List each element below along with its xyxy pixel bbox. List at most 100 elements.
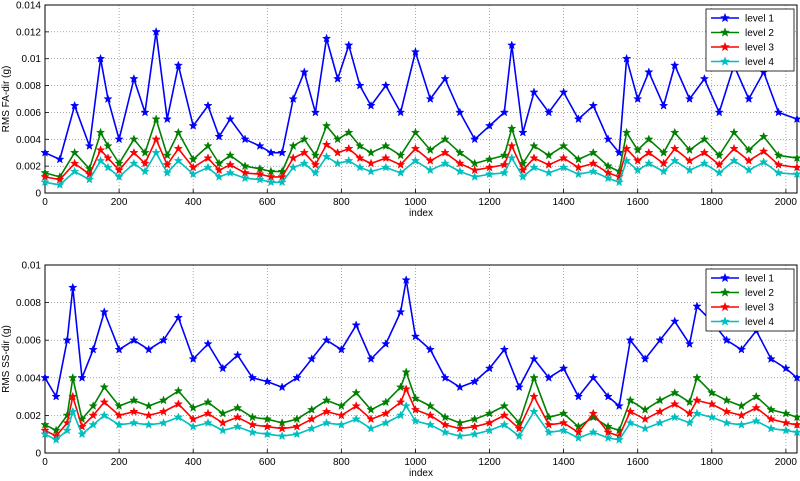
- top-point-level-1: [714, 107, 724, 117]
- top-point-level-3: [332, 147, 343, 157]
- bottom-point-level-3: [721, 406, 732, 416]
- bottom-point-level-4: [514, 431, 524, 441]
- bottom-point-level-2: [129, 395, 139, 405]
- bottom-point-level-2: [88, 401, 98, 410]
- bottom-point-level-3: [99, 397, 109, 407]
- bottom-point-level-3: [321, 406, 332, 416]
- bottom-point-level-1: [68, 282, 78, 292]
- bottom-point-level-1: [470, 376, 480, 386]
- bottom-x-tick-label: 800: [333, 457, 350, 468]
- top-point-level-3: [773, 159, 784, 169]
- top-point-level-2: [332, 134, 343, 144]
- bottom-point-level-4: [336, 419, 347, 429]
- bottom-legend-label-level-4: level 4: [745, 317, 774, 328]
- top-legend-marker-level-1: [720, 12, 730, 23]
- top-legend-marker-level-4: [720, 56, 730, 66]
- top-point-level-2: [129, 134, 139, 144]
- bottom-series-level-4: [40, 401, 800, 444]
- top-point-level-1: [69, 100, 80, 110]
- top-point-level-3: [792, 162, 800, 172]
- top-legend-box: [705, 8, 795, 72]
- top-series: [40, 26, 800, 189]
- top-point-level-3: [188, 162, 198, 172]
- bottom-legend-entry-level-3: level 3: [711, 301, 774, 314]
- bottom-y-axis-label: RMS SS-dir (g): [1, 325, 12, 393]
- top-point-level-4: [140, 166, 150, 176]
- top-point-level-1: [40, 147, 50, 157]
- top-point-level-4: [129, 158, 139, 168]
- top-point-level-4: [266, 177, 276, 187]
- bottom-point-level-1: [792, 372, 800, 382]
- top-point-level-1: [773, 107, 784, 117]
- bottom-series-level-2: [40, 367, 800, 435]
- top-point-level-1: [670, 60, 680, 70]
- bottom-point-level-2: [692, 372, 702, 382]
- top-y-ticks: 0 0.002 0.004 0.006 0.008 0.01 0.012 0.014: [16, 1, 49, 200]
- top-point-level-2: [395, 150, 406, 160]
- bottom-point-level-3: [588, 408, 598, 418]
- bottom-point-level-4: [614, 434, 624, 444]
- bottom-point-level-1: [614, 401, 624, 410]
- bottom-point-level-2: [425, 401, 435, 410]
- bottom-point-level-4: [99, 410, 109, 420]
- top-point-level-2: [644, 134, 654, 144]
- bottom-point-level-4: [62, 425, 72, 435]
- top-point-level-1: [588, 100, 598, 110]
- top-point-level-1: [499, 107, 510, 117]
- bottom-point-level-1: [401, 275, 411, 285]
- bottom-point-level-4: [736, 419, 747, 429]
- bottom-point-level-1: [625, 335, 635, 345]
- bottom-point-level-4: [692, 408, 702, 418]
- bottom-point-level-2: [307, 404, 317, 414]
- bottom-point-level-3: [707, 399, 717, 409]
- bottom-point-level-4: [232, 421, 243, 431]
- bottom-point-level-4: [499, 419, 510, 429]
- bottom-point-level-3: [203, 408, 213, 418]
- bottom-point-level-2: [625, 395, 635, 405]
- bottom-point-level-2: [484, 408, 495, 418]
- top-point-level-1: [95, 53, 106, 63]
- bottom-y-tick-label: 0.004: [16, 373, 41, 384]
- top-point-level-1: [470, 134, 480, 144]
- top-point-level-4: [310, 167, 321, 177]
- top-point-level-4: [321, 151, 332, 161]
- bottom-point-level-1: [692, 301, 702, 311]
- top-point-level-2: [588, 147, 598, 157]
- top-point-level-2: [529, 141, 539, 150]
- bottom-point-level-4: [440, 427, 450, 437]
- bottom-legend: level 1 level 2 level 3 level 4: [705, 268, 795, 332]
- top-point-level-4: [381, 162, 391, 172]
- bottom-point-level-4: [218, 425, 228, 435]
- bottom-point-level-4: [40, 429, 50, 439]
- top-x-tick-label: 1000: [404, 197, 427, 208]
- bottom-point-level-2: [588, 412, 598, 422]
- top-point-level-2: [214, 158, 224, 168]
- bottom-point-level-1: [188, 354, 198, 363]
- top-point-level-1: [214, 131, 224, 141]
- bottom-point-level-2: [203, 397, 213, 407]
- top-y-tick-label: 0.004: [16, 135, 41, 146]
- top-point-level-3: [484, 162, 495, 172]
- bottom-point-level-3: [336, 410, 347, 420]
- bottom-point-level-2: [188, 402, 198, 412]
- top-legend-marker-level-2: [720, 27, 730, 37]
- bottom-point-level-3: [440, 419, 450, 429]
- top-point-level-4: [558, 162, 569, 172]
- bottom-point-level-2: [529, 372, 539, 382]
- top-point-level-2: [240, 161, 250, 171]
- top-point-level-1: [621, 53, 632, 63]
- bottom-x-tick-label: 1000: [404, 457, 427, 468]
- top-point-level-2: [162, 150, 172, 160]
- top-legend: level 1 level 2 level 3 level 4: [705, 8, 795, 72]
- bottom-point-level-3: [470, 421, 480, 431]
- bottom-point-level-2: [410, 393, 421, 403]
- top-point-level-1: [188, 120, 198, 130]
- top-point-level-4: [670, 155, 680, 165]
- top-x-tick-label: 200: [111, 197, 128, 208]
- bottom-point-level-4: [321, 418, 332, 427]
- bottom-point-level-4: [721, 418, 732, 427]
- top-point-level-2: [773, 150, 784, 160]
- top-point-level-2: [140, 147, 150, 157]
- top-point-level-3: [344, 143, 354, 153]
- top-point-level-3: [621, 143, 632, 153]
